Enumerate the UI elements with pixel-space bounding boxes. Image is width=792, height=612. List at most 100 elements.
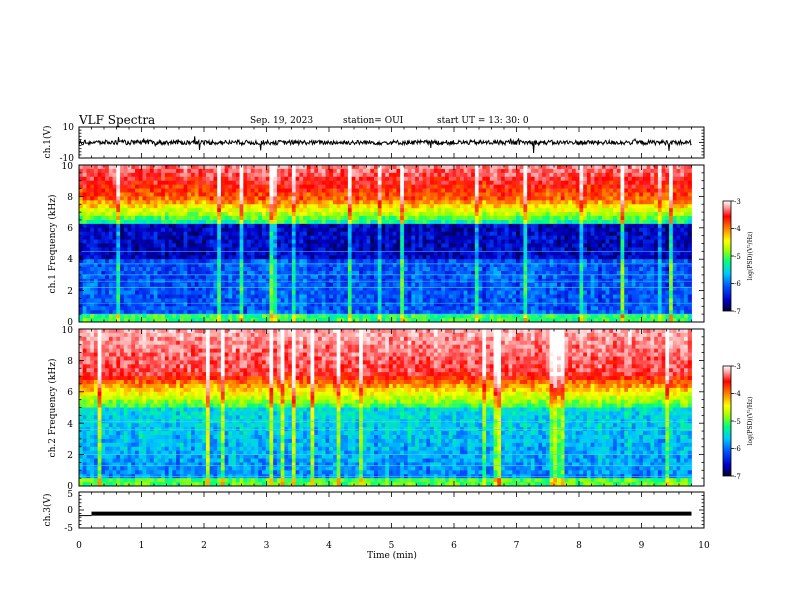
spectrogram-cell bbox=[179, 176, 184, 182]
spectrogram-cell bbox=[359, 286, 364, 292]
spectrogram-cell bbox=[176, 168, 181, 174]
spectrogram-cell bbox=[486, 294, 491, 299]
spectrogram-cell bbox=[217, 314, 222, 319]
spectrogram-cell bbox=[332, 165, 338, 170]
spectrogram-cell bbox=[131, 298, 136, 303]
spectrogram-cell bbox=[149, 235, 155, 240]
spectrogram-cell bbox=[474, 282, 480, 288]
spectrogram-cell bbox=[116, 255, 121, 260]
spectrogram-cell bbox=[332, 310, 338, 315]
spectrogram-cell bbox=[303, 251, 308, 256]
spectrogram-cell bbox=[135, 310, 140, 315]
spectrogram-cell bbox=[269, 302, 274, 307]
spectrogram-cell bbox=[172, 310, 177, 315]
spectrogram-cell bbox=[239, 267, 244, 272]
spectrogram-cell bbox=[120, 259, 125, 264]
spectrogram-cell bbox=[306, 247, 311, 252]
spectrogram-cell bbox=[239, 243, 244, 248]
spectrogram-cell bbox=[284, 235, 289, 240]
spectrogram-cell bbox=[351, 184, 356, 189]
spectrogram-cell bbox=[176, 267, 181, 272]
spectrogram-cell bbox=[269, 243, 274, 248]
spectrogram-cell bbox=[86, 208, 91, 213]
spectrogram-cell bbox=[426, 286, 431, 292]
spectrogram-cell bbox=[321, 192, 326, 197]
spectrogram-cell bbox=[332, 180, 338, 186]
spectrogram-cell bbox=[441, 251, 446, 256]
spectrogram-cell bbox=[116, 302, 121, 307]
spectrogram-cell bbox=[194, 310, 199, 315]
spectrogram-cell bbox=[530, 204, 536, 209]
spectrogram-cell bbox=[142, 314, 147, 319]
spectrogram-cell bbox=[247, 306, 252, 311]
spectrogram-cell bbox=[355, 219, 360, 225]
spectrogram-cell bbox=[318, 216, 323, 221]
spectrogram-cell bbox=[176, 298, 181, 303]
spectrogram-cell bbox=[512, 259, 517, 264]
spectrogram-cell bbox=[168, 168, 173, 174]
spectrogram-cell bbox=[493, 227, 498, 233]
spectrogram-cell bbox=[474, 200, 480, 205]
spectrogram-cell bbox=[445, 208, 450, 213]
spectrogram-cell bbox=[392, 274, 397, 280]
spectrogram-cell bbox=[392, 314, 397, 319]
spectrogram-cell bbox=[366, 200, 371, 205]
spectrogram-cell bbox=[519, 282, 524, 288]
spectrogram-cell bbox=[202, 235, 207, 240]
spectrogram-cell bbox=[217, 212, 222, 217]
spectrogram-cell bbox=[407, 219, 412, 225]
spectrogram-cell bbox=[385, 216, 390, 221]
spectrogram-cell bbox=[235, 251, 240, 256]
spectrogram-cell bbox=[224, 251, 229, 256]
spectrogram-cell bbox=[164, 231, 170, 237]
spectrogram-cell bbox=[101, 168, 106, 174]
spectrogram-cell bbox=[445, 200, 450, 205]
spectrogram-cell bbox=[235, 216, 240, 221]
spectrogram-cell bbox=[269, 188, 274, 193]
spectrogram-cell bbox=[116, 286, 121, 292]
spectrogram-cell bbox=[198, 208, 203, 213]
spectrogram-cell bbox=[355, 294, 360, 299]
spectrogram-cell bbox=[497, 267, 502, 272]
spectrogram-cell bbox=[418, 247, 423, 252]
spectrogram-cell bbox=[142, 247, 147, 252]
spectrogram-cell bbox=[131, 247, 136, 252]
spectrogram-cell bbox=[295, 180, 300, 186]
spectrogram-cell bbox=[415, 306, 420, 311]
spectrogram-cell bbox=[482, 231, 487, 237]
spectrogram-cell bbox=[183, 243, 188, 248]
spectrogram-cell bbox=[381, 270, 386, 276]
spectrogram-cell bbox=[370, 196, 375, 201]
spectrogram-cell bbox=[187, 239, 192, 244]
spectrogram-cell bbox=[123, 200, 128, 205]
spectrogram-cell bbox=[381, 306, 386, 311]
spectrogram-cell bbox=[501, 282, 506, 288]
spectrogram-cell bbox=[448, 216, 453, 221]
spectrogram-cell bbox=[269, 231, 274, 237]
spectrogram-cell bbox=[198, 192, 203, 197]
spectrogram-cell bbox=[243, 200, 248, 205]
spectrogram-cell bbox=[235, 231, 240, 237]
spectrogram-cell bbox=[385, 227, 390, 233]
spectrogram-cell bbox=[463, 176, 468, 182]
spectrogram-cell bbox=[93, 208, 99, 213]
spectrogram-cell bbox=[430, 294, 435, 299]
spectrogram-cell bbox=[146, 200, 151, 205]
spectrogram-cell bbox=[303, 239, 308, 244]
spectrogram-cell bbox=[426, 176, 431, 182]
spectrogram-cell bbox=[288, 223, 293, 229]
spectrogram-cell bbox=[411, 298, 416, 303]
spectrogram-cell bbox=[258, 176, 263, 182]
spectrogram-cell bbox=[280, 286, 285, 292]
spectrogram-cell bbox=[415, 282, 420, 288]
spectrogram-cell bbox=[467, 231, 472, 237]
spectrogram-cell bbox=[79, 208, 84, 213]
spectrogram-cell bbox=[471, 239, 476, 244]
spectrogram-cell bbox=[381, 212, 386, 217]
spectrogram-cell bbox=[515, 235, 521, 240]
spectrogram-cell bbox=[232, 255, 237, 260]
spectrogram-cell bbox=[149, 212, 155, 217]
spectrogram-cell bbox=[411, 216, 416, 221]
spectrogram-cell bbox=[262, 290, 267, 295]
spectrogram-cell bbox=[493, 216, 498, 221]
